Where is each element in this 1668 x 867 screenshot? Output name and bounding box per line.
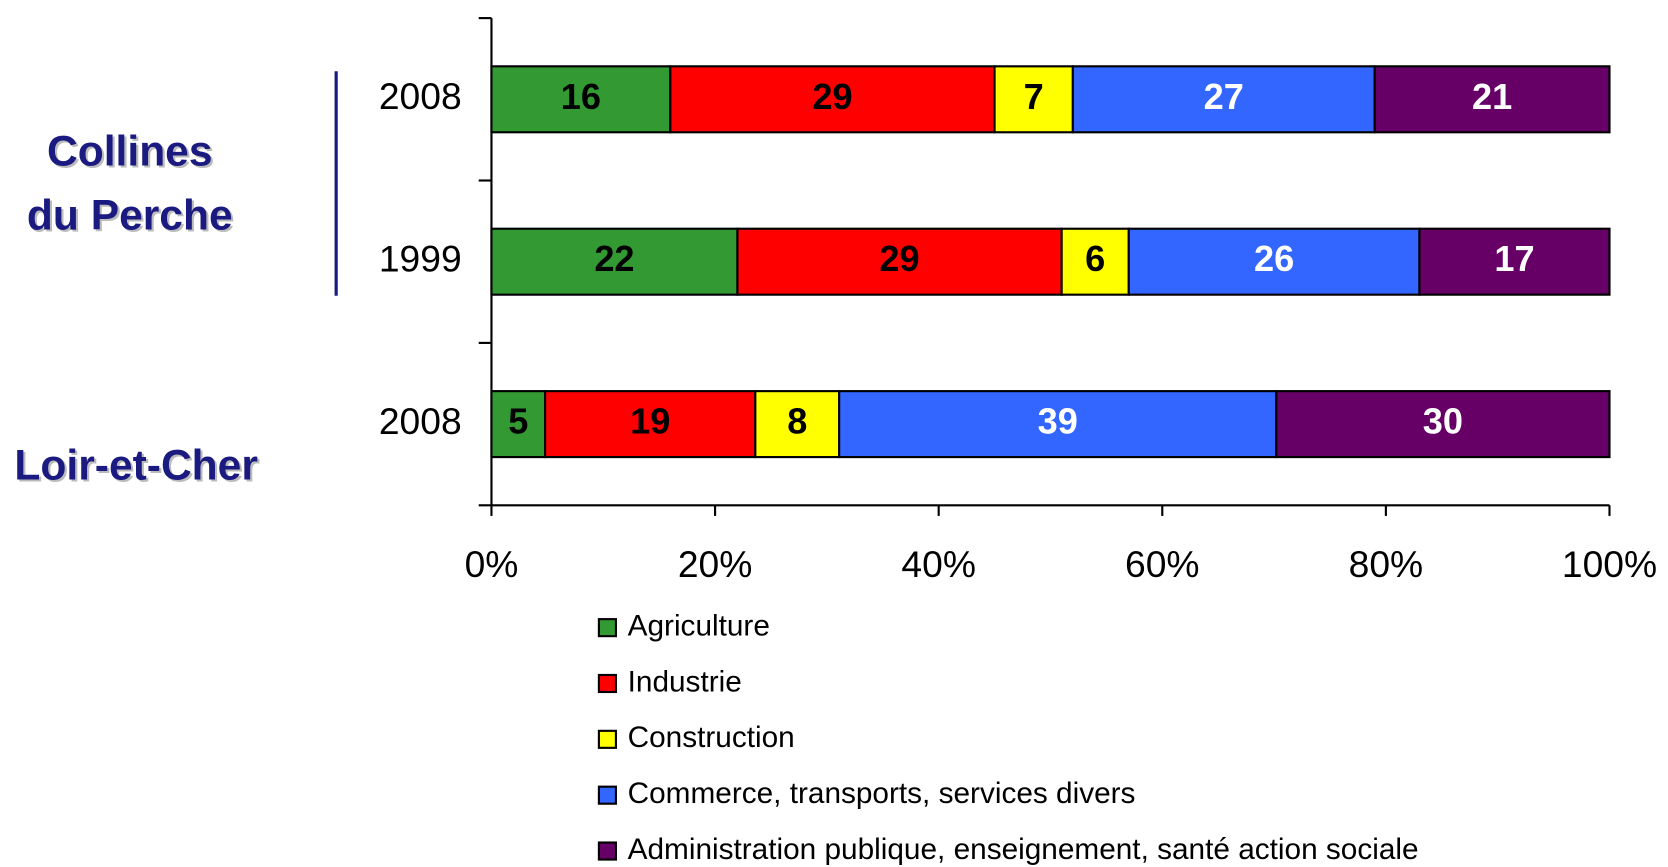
bar-segment	[736, 227, 1063, 296]
legend-label: Administration publique, enseignement, s…	[628, 833, 1419, 866]
x-tick-label: 100%	[1562, 543, 1657, 585]
bar-segment	[1127, 227, 1421, 296]
y-tick-label: 2008	[379, 400, 462, 442]
group-label: Loir-et-Cher	[14, 441, 257, 489]
data-label: 19	[630, 401, 670, 442]
y-tick-label: 1999	[379, 238, 462, 280]
data-label: 7	[1024, 76, 1044, 117]
x-tick-label: 20%	[678, 543, 753, 585]
data-label: 5	[508, 401, 528, 442]
group-label-shadow: Collines	[49, 130, 215, 178]
bar-segment	[490, 227, 739, 296]
legend-swatch	[597, 785, 617, 805]
bar-segment	[754, 390, 841, 459]
group-label: Collines	[47, 127, 212, 175]
x-tick-label: 0%	[465, 543, 519, 585]
legend-swatch	[597, 729, 617, 749]
x-tick-label: 80%	[1349, 543, 1424, 585]
legend-swatch	[597, 673, 617, 694]
bar-segment	[838, 390, 1278, 459]
bar-segment	[490, 390, 547, 459]
data-label: 16	[561, 76, 601, 117]
legend-label: Agriculture	[628, 609, 770, 642]
legend-swatch	[597, 841, 617, 861]
data-label: 27	[1204, 76, 1244, 117]
legend-swatch	[597, 618, 617, 638]
data-label: 30	[1423, 401, 1463, 442]
data-label: 29	[812, 76, 852, 117]
data-label: 29	[879, 238, 919, 279]
legend-label: Commerce, transports, services divers	[628, 777, 1136, 810]
legend-label: Construction	[628, 721, 795, 754]
bar-segment	[1275, 390, 1611, 459]
bar-segment	[1071, 65, 1376, 134]
data-label: 21	[1472, 76, 1512, 117]
bar-segment	[1373, 65, 1611, 134]
data-label: 6	[1085, 238, 1105, 279]
x-tick-label: 60%	[1125, 543, 1200, 585]
bar-segment	[1418, 227, 1611, 296]
bar-segment	[669, 65, 996, 134]
group-label-shadow: du Perche	[29, 193, 235, 241]
bar-segment	[993, 65, 1074, 134]
data-label: 39	[1038, 401, 1078, 442]
group-label-shadow: Loir-et-Cher	[17, 443, 260, 491]
data-label: 17	[1494, 238, 1534, 279]
data-label: 8	[787, 401, 807, 442]
x-tick-label: 40%	[901, 543, 976, 585]
y-tick-label: 2008	[379, 75, 462, 117]
data-label: 22	[594, 238, 634, 279]
data-label: 26	[1254, 238, 1294, 279]
legend-label: Industrie	[628, 665, 742, 698]
group-label: du Perche	[27, 191, 233, 239]
